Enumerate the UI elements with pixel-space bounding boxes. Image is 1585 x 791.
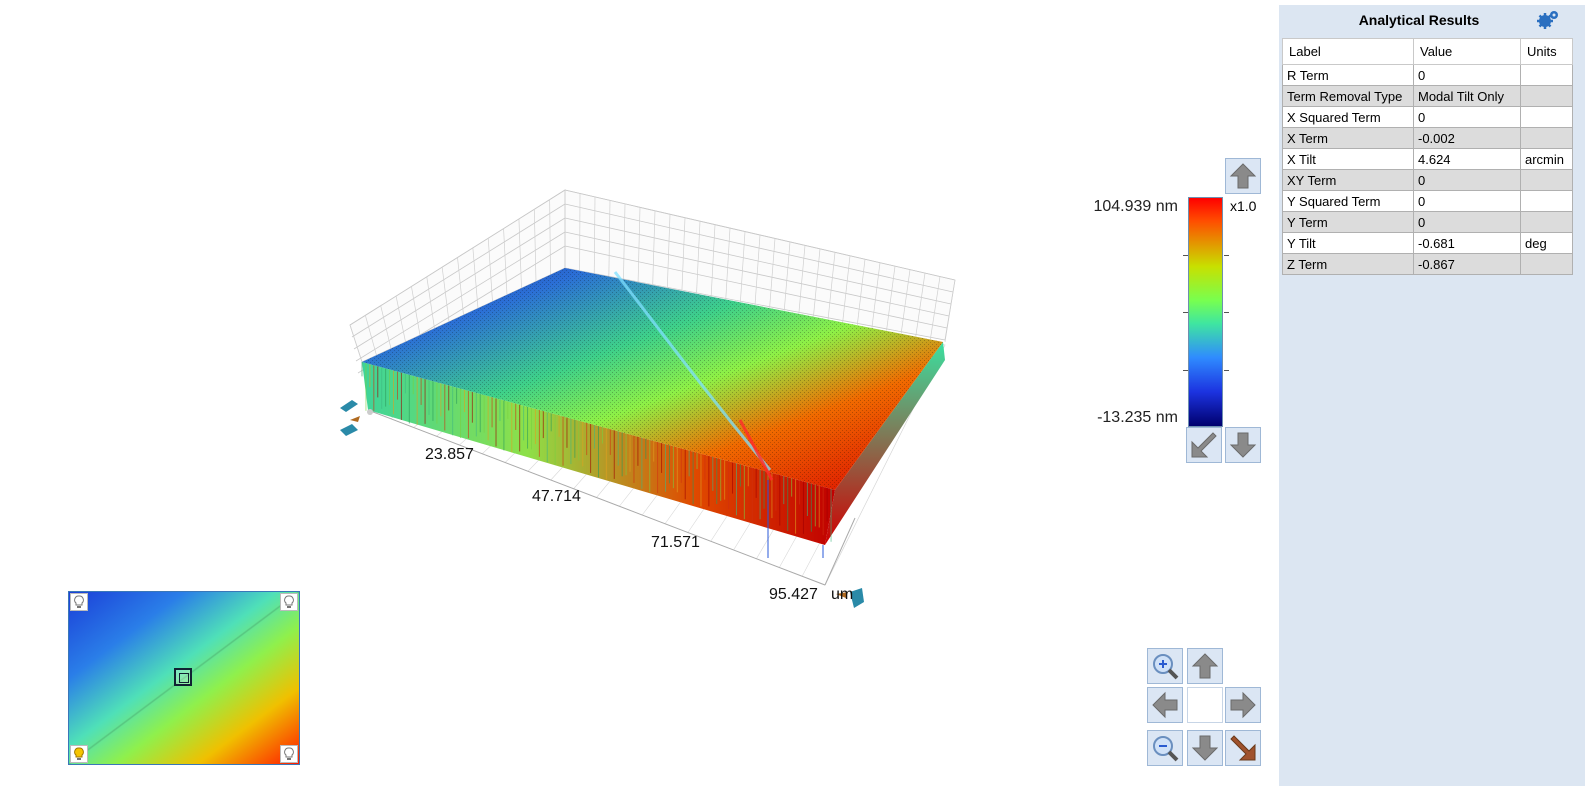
column-header-label[interactable]: Label bbox=[1283, 39, 1414, 65]
table-row[interactable]: X Term-0.002 bbox=[1283, 128, 1573, 149]
pan-left-icon bbox=[1150, 690, 1180, 720]
column-header-value[interactable]: Value bbox=[1414, 39, 1521, 65]
cell-value: -0.867 bbox=[1414, 254, 1521, 275]
light-bulb-icon[interactable] bbox=[280, 745, 298, 763]
pan-down-icon bbox=[1190, 733, 1220, 763]
cell-units bbox=[1521, 191, 1573, 212]
cell-units bbox=[1521, 170, 1573, 191]
cell-value: 0 bbox=[1414, 170, 1521, 191]
cell-label: Y Squared Term bbox=[1283, 191, 1414, 212]
x-axis-tick: 71.571 bbox=[651, 534, 700, 552]
cell-units: arcmin bbox=[1521, 149, 1573, 170]
scale-reset-button[interactable] bbox=[1186, 427, 1222, 463]
fit-view-button[interactable] bbox=[1225, 730, 1261, 766]
viewport-indicator[interactable] bbox=[174, 668, 192, 686]
cell-value: Modal Tilt Only bbox=[1414, 86, 1521, 107]
cell-label: R Term bbox=[1283, 65, 1414, 86]
arrow-up-icon bbox=[1228, 161, 1258, 191]
colorbar bbox=[1188, 197, 1223, 427]
cell-units bbox=[1521, 212, 1573, 233]
pan-up-icon bbox=[1190, 651, 1220, 681]
cell-value: 0 bbox=[1414, 212, 1521, 233]
cell-value: -0.002 bbox=[1414, 128, 1521, 149]
colorbar-min-label: -13.235 nm bbox=[1078, 409, 1178, 427]
cell-value: 4.624 bbox=[1414, 149, 1521, 170]
x-axis-tick: 95.427 bbox=[769, 586, 818, 604]
cell-label: X Tilt bbox=[1283, 149, 1414, 170]
pan-right-icon bbox=[1228, 690, 1258, 720]
scale-down-button[interactable] bbox=[1225, 427, 1261, 463]
scale-factor-label: x1.0 bbox=[1230, 198, 1256, 214]
pan-right-button[interactable] bbox=[1225, 687, 1261, 723]
cell-units bbox=[1521, 86, 1573, 107]
cell-label: Y Term bbox=[1283, 212, 1414, 233]
panel-title: Analytical Results bbox=[1279, 5, 1559, 35]
zoom-in-button[interactable] bbox=[1147, 648, 1183, 684]
cell-label: X Term bbox=[1283, 128, 1414, 149]
fit-view-icon bbox=[1228, 733, 1258, 763]
table-row[interactable]: Z Term-0.867 bbox=[1283, 254, 1573, 275]
cell-label: Z Term bbox=[1283, 254, 1414, 275]
pan-down-button[interactable] bbox=[1187, 730, 1223, 766]
cell-units bbox=[1521, 107, 1573, 128]
light-bulb-icon[interactable] bbox=[280, 593, 298, 611]
analytical-results-panel: Analytical Results Label Value Units R T… bbox=[1279, 5, 1585, 786]
cell-label: Y Tilt bbox=[1283, 233, 1414, 254]
light-bulb-icon[interactable] bbox=[70, 593, 88, 611]
cell-value: -0.681 bbox=[1414, 233, 1521, 254]
x-axis-unit: um bbox=[831, 586, 853, 604]
overview-minimap[interactable] bbox=[68, 591, 300, 765]
zoom-in-icon bbox=[1150, 651, 1180, 681]
cell-units bbox=[1521, 254, 1573, 275]
scale-up-button[interactable] bbox=[1225, 158, 1261, 194]
pan-left-button[interactable] bbox=[1147, 687, 1183, 723]
column-header-units[interactable]: Units bbox=[1521, 39, 1573, 65]
pan-up-button[interactable] bbox=[1187, 648, 1223, 684]
gear-icon[interactable] bbox=[1536, 9, 1560, 31]
cell-label: Term Removal Type bbox=[1283, 86, 1414, 107]
zoom-out-button[interactable] bbox=[1147, 730, 1183, 766]
cell-units bbox=[1521, 128, 1573, 149]
cell-label: X Squared Term bbox=[1283, 107, 1414, 128]
x-axis-tick: 23.857 bbox=[425, 446, 474, 464]
cell-value: 0 bbox=[1414, 65, 1521, 86]
x-axis-tick: 47.714 bbox=[532, 488, 581, 506]
cell-value: 0 bbox=[1414, 191, 1521, 212]
cell-units bbox=[1521, 65, 1573, 86]
cell-units: deg bbox=[1521, 233, 1573, 254]
zoom-out-icon bbox=[1150, 733, 1180, 763]
arrow-down-icon bbox=[1228, 430, 1258, 460]
arrow-diagonal-icon bbox=[1189, 430, 1219, 460]
light-bulb-icon[interactable] bbox=[70, 745, 88, 763]
colorbar-max-label: 104.939 nm bbox=[1078, 198, 1178, 216]
pan-center bbox=[1187, 687, 1223, 723]
cell-label: XY Term bbox=[1283, 170, 1414, 191]
cell-value: 0 bbox=[1414, 107, 1521, 128]
